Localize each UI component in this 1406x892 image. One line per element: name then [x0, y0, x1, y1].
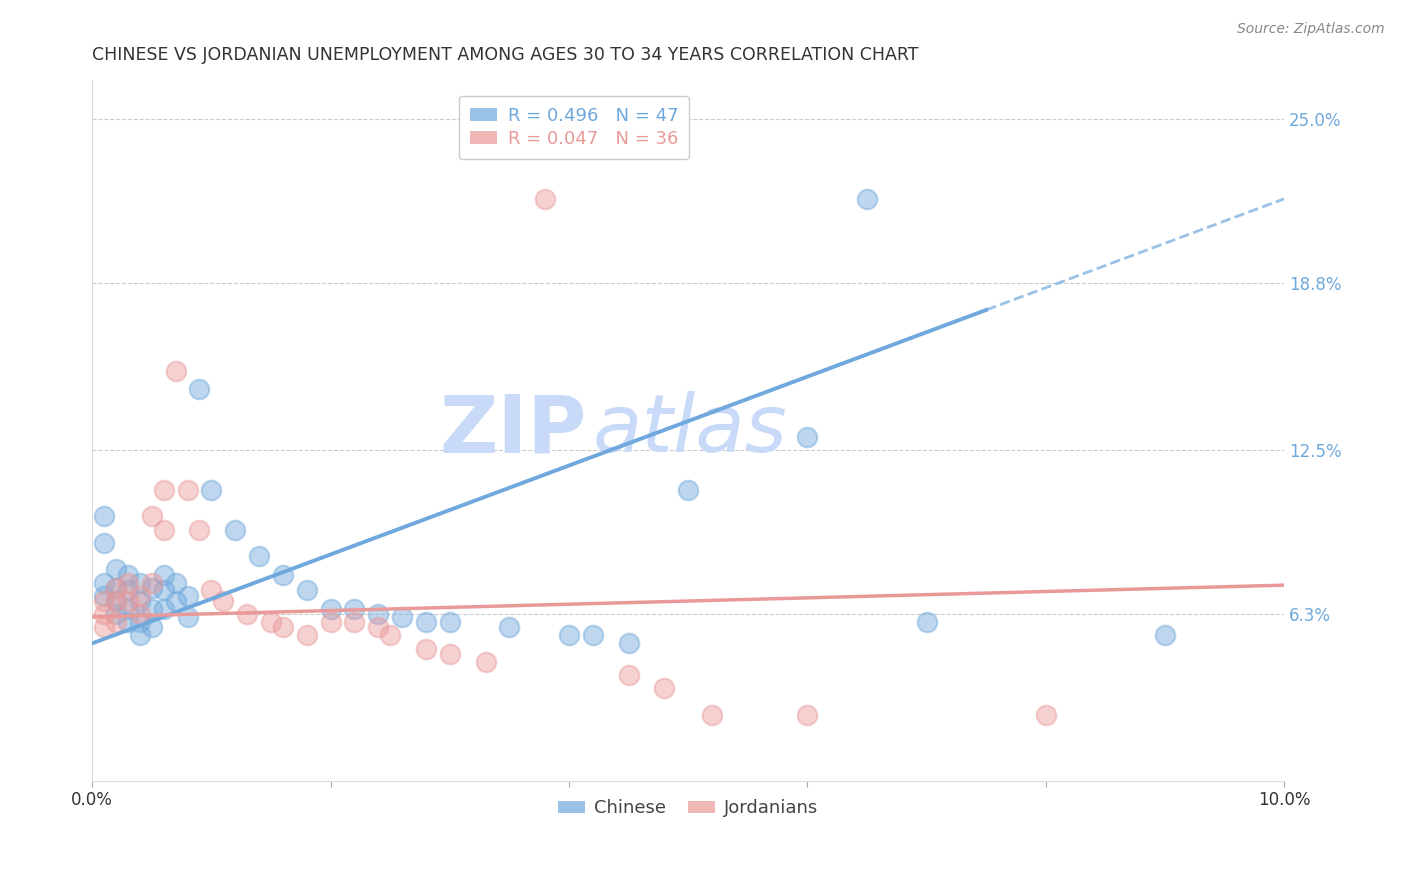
Point: [141, 575, 163, 590]
Point: [380, 628, 402, 642]
Text: atlas: atlas: [593, 392, 787, 469]
Point: [105, 607, 128, 622]
Point: [105, 615, 128, 630]
Point: [654, 681, 676, 696]
Point: [176, 589, 198, 603]
Point: [188, 382, 211, 396]
Point: [212, 594, 235, 608]
Point: [188, 523, 211, 537]
Point: [117, 575, 139, 590]
Point: [152, 523, 174, 537]
Point: [617, 668, 640, 682]
Point: [128, 594, 150, 608]
Point: [152, 567, 174, 582]
Point: [260, 615, 283, 630]
Point: [319, 602, 342, 616]
Point: [367, 607, 389, 622]
Point: [582, 628, 605, 642]
Point: [247, 549, 270, 563]
Point: [367, 620, 389, 634]
Point: [105, 581, 128, 595]
Point: [176, 483, 198, 497]
Point: [295, 628, 318, 642]
Text: Source: ZipAtlas.com: Source: ZipAtlas.com: [1237, 22, 1385, 37]
Point: [141, 509, 163, 524]
Point: [534, 192, 557, 206]
Point: [93, 589, 115, 603]
Text: CHINESE VS JORDANIAN UNEMPLOYMENT AMONG AGES 30 TO 34 YEARS CORRELATION CHART: CHINESE VS JORDANIAN UNEMPLOYMENT AMONG …: [93, 46, 918, 64]
Point: [439, 647, 461, 661]
Point: [415, 615, 437, 630]
Point: [1035, 707, 1057, 722]
Point: [796, 707, 818, 722]
Point: [152, 483, 174, 497]
Point: [271, 620, 294, 634]
Point: [117, 583, 139, 598]
Point: [617, 636, 640, 650]
Point: [343, 615, 366, 630]
Point: [343, 602, 366, 616]
Point: [117, 594, 139, 608]
Point: [93, 607, 115, 622]
Point: [165, 364, 187, 378]
Point: [224, 523, 246, 537]
Point: [391, 610, 413, 624]
Legend: Chinese, Jordanians: Chinese, Jordanians: [551, 792, 825, 824]
Point: [498, 620, 520, 634]
Point: [141, 620, 163, 634]
Point: [856, 192, 879, 206]
Point: [200, 583, 222, 598]
Point: [200, 483, 222, 497]
Point: [141, 602, 163, 616]
Point: [1154, 628, 1177, 642]
Text: ZIP: ZIP: [440, 392, 586, 469]
Point: [236, 607, 259, 622]
Point: [295, 583, 318, 598]
Point: [128, 628, 150, 642]
Point: [128, 615, 150, 630]
Point: [93, 594, 115, 608]
Point: [152, 583, 174, 598]
Point: [105, 594, 128, 608]
Point: [165, 594, 187, 608]
Point: [141, 581, 163, 595]
Point: [93, 536, 115, 550]
Point: [93, 575, 115, 590]
Point: [415, 641, 437, 656]
Point: [319, 615, 342, 630]
Point: [474, 655, 496, 669]
Point: [176, 610, 198, 624]
Point: [117, 615, 139, 630]
Point: [128, 607, 150, 622]
Point: [117, 602, 139, 616]
Point: [128, 575, 150, 590]
Point: [558, 628, 581, 642]
Point: [439, 615, 461, 630]
Point: [165, 575, 187, 590]
Point: [915, 615, 938, 630]
Point: [678, 483, 700, 497]
Point: [128, 589, 150, 603]
Point: [105, 562, 128, 576]
Point: [796, 430, 818, 444]
Point: [105, 594, 128, 608]
Point: [93, 620, 115, 634]
Point: [93, 509, 115, 524]
Point: [700, 707, 723, 722]
Point: [105, 581, 128, 595]
Point: [271, 567, 294, 582]
Point: [152, 602, 174, 616]
Point: [117, 567, 139, 582]
